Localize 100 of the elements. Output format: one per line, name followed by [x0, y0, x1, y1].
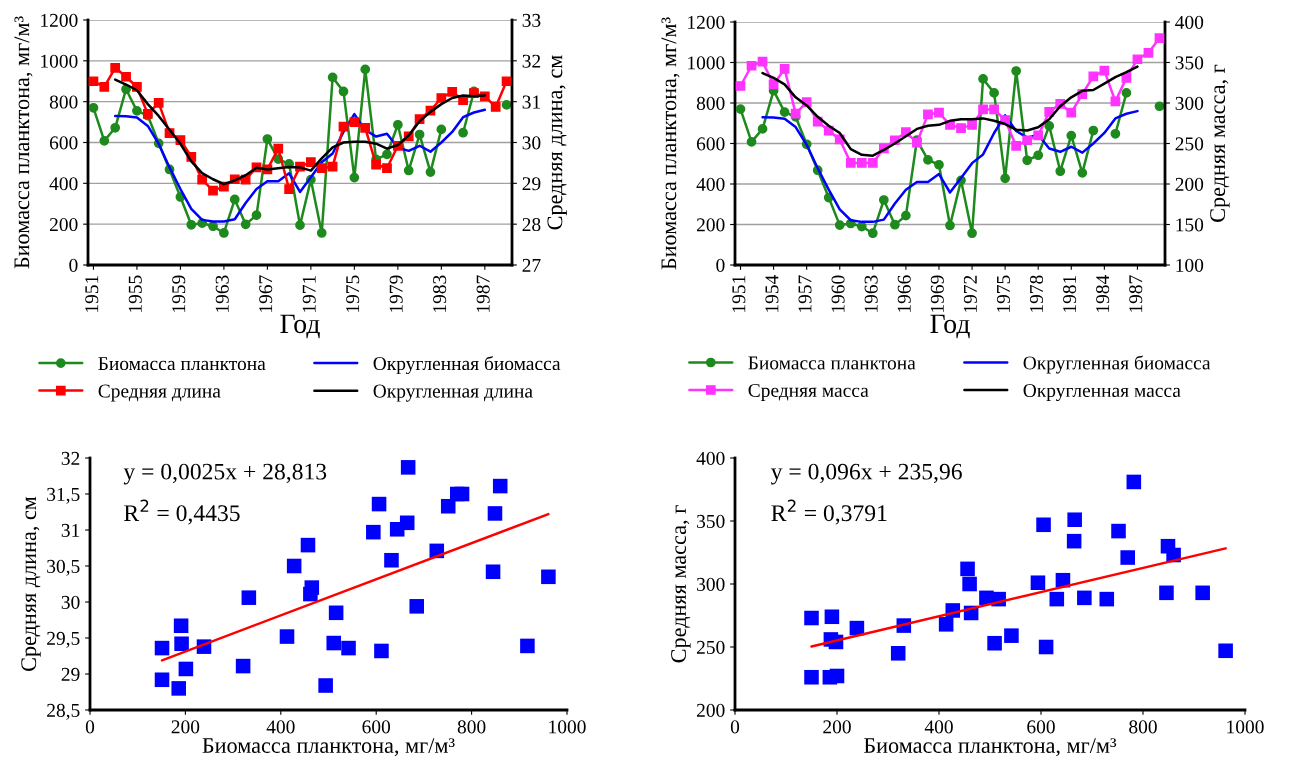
point: [845, 158, 856, 168]
point: [341, 640, 356, 656]
point: [1033, 130, 1044, 141]
x-tick-label: 1972: [963, 275, 977, 312]
point: [1066, 107, 1077, 118]
point: [88, 102, 99, 113]
point: [279, 629, 295, 644]
y2-tick-label: 33: [522, 13, 541, 27]
point: [219, 228, 229, 238]
point: [967, 228, 977, 239]
point: [132, 105, 142, 116]
x-tick-label: 1963: [215, 275, 229, 312]
point: [967, 120, 977, 130]
point: [382, 149, 392, 160]
point: [306, 157, 316, 167]
point: [154, 640, 170, 656]
point: [1049, 591, 1065, 607]
point: [938, 617, 954, 632]
y-tick-label: 1200: [688, 15, 725, 29]
point: [403, 165, 414, 176]
point: [1099, 65, 1110, 76]
point: [286, 558, 302, 574]
point: [178, 661, 194, 677]
point: [284, 184, 294, 194]
annotation: R$^{2}$ = 0,4435: [124, 499, 240, 525]
y-axis-title: Средняя масса, г: [671, 505, 691, 663]
point: [1038, 639, 1054, 655]
point: [1132, 54, 1143, 65]
x-axis-title: Год: [930, 314, 970, 339]
point: [171, 681, 187, 696]
point: [414, 129, 425, 140]
point: [174, 636, 189, 652]
point: [1030, 575, 1046, 591]
point: [197, 174, 208, 185]
y-tick-label: 1000: [688, 56, 725, 70]
point: [1088, 125, 1099, 136]
point: [1055, 166, 1066, 177]
point: [746, 60, 757, 71]
x-axis-title: Год: [280, 314, 320, 339]
x-tick-label: 1957: [798, 275, 812, 312]
x-tick-label: 1969: [930, 275, 944, 312]
y2-tick-label: 28: [522, 217, 541, 232]
point: [1077, 168, 1088, 178]
point: [349, 172, 360, 183]
y2-tick-label: 27: [522, 258, 541, 272]
point: [501, 76, 512, 87]
point: [173, 618, 189, 634]
point: [978, 104, 988, 115]
point: [541, 569, 556, 585]
point: [436, 124, 447, 135]
point: [1195, 585, 1210, 601]
annotation: y = 0,096x + 235,96: [770, 463, 962, 485]
point: [1022, 135, 1033, 146]
point: [262, 134, 273, 144]
y-tick-label: 300: [697, 577, 725, 591]
point: [186, 219, 197, 230]
point: [1120, 550, 1135, 565]
x-tick-label: 1000: [549, 720, 586, 734]
x-tick-label: 200: [823, 720, 851, 734]
point: [1066, 130, 1077, 141]
point: [735, 81, 746, 91]
x-tick-label: 1954: [765, 275, 779, 312]
y-tick-label: 1000: [41, 54, 78, 68]
y2-tick-label: 30: [522, 136, 541, 150]
y-tick-label: 400: [696, 177, 725, 191]
point: [1159, 585, 1174, 601]
y-tick-label: 29: [61, 667, 80, 681]
point: [1077, 590, 1092, 606]
y-tick-label: 1200: [41, 13, 78, 27]
y-tick-label: 600: [696, 137, 725, 151]
point: [349, 117, 360, 127]
point: [934, 159, 944, 170]
point: [824, 609, 840, 625]
point: [487, 506, 503, 521]
x-tick-label: 1978: [1029, 275, 1044, 312]
point: [735, 104, 746, 114]
point: [901, 210, 911, 221]
x-tick-label: 1975: [346, 275, 360, 312]
point: [1099, 591, 1115, 607]
y2-tick-label: 200: [1175, 177, 1204, 191]
y2-tick-label: 31: [522, 95, 540, 109]
x-tick-label: 400: [266, 720, 295, 734]
y2-tick-label: 400: [1175, 15, 1204, 29]
point: [240, 219, 251, 230]
y2-tick-label: 250: [1175, 137, 1204, 151]
point: [501, 100, 512, 110]
point: [804, 610, 819, 626]
point: [338, 86, 349, 97]
y-tick-label: 250: [696, 640, 725, 654]
point: [326, 635, 342, 651]
y2-tick-label: 100: [1176, 258, 1204, 272]
point: [110, 62, 121, 73]
y-tick-label: 31,5: [47, 487, 80, 504]
point: [1022, 155, 1033, 166]
x-tick-label: 1951: [85, 275, 99, 312]
point: [856, 158, 867, 168]
x-tick-label: 1000: [1227, 720, 1264, 734]
x-tick-label: 800: [1129, 720, 1157, 734]
y-tick-label: 32: [61, 451, 80, 465]
legend-label: Округленная биомасса: [1023, 355, 1211, 374]
